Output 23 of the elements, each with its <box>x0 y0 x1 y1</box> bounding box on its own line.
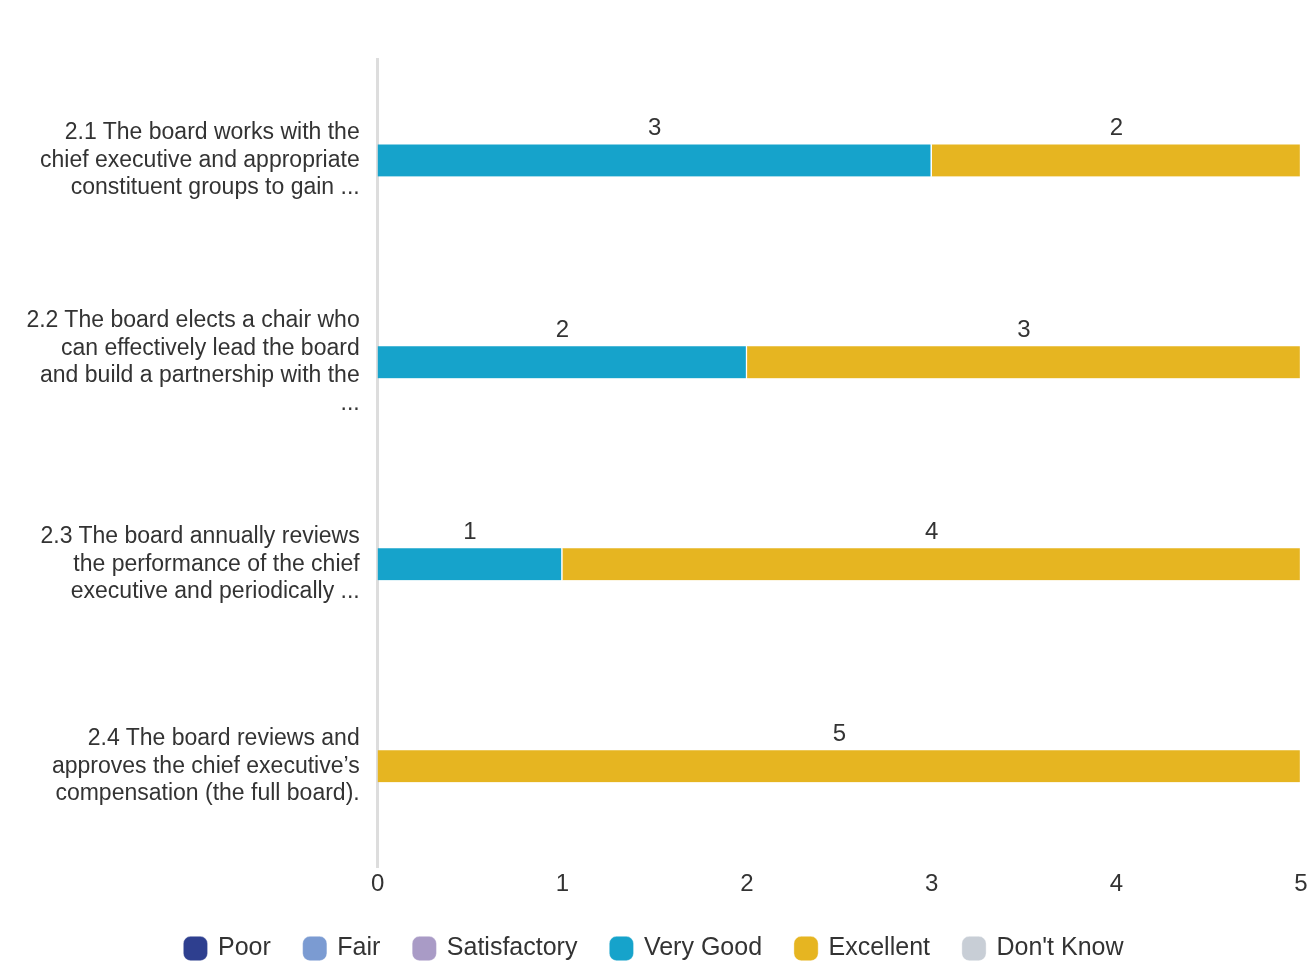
y-tick-label: 2.1 The board works with the chief executive and appropriate constituent groups to gain ... <box>40 118 360 200</box>
y-tick-label: 2.3 The board annually reviews the performance of the chief executive and periodically ... <box>40 522 361 604</box>
data-label: 5 <box>832 718 847 746</box>
legend-label: Excellent <box>828 932 931 961</box>
data-label: 2 <box>555 314 570 342</box>
data-label: 1 <box>463 516 477 544</box>
legend-label: Don't Know <box>996 932 1125 961</box>
data-label: 3 <box>1017 314 1031 342</box>
y-tick-label: 2.2 The board elects a chair who can effectively lead the board and build a partnership with the ... <box>26 306 360 416</box>
data-label: 4 <box>925 516 939 544</box>
legend-label: Satisfactory <box>446 932 578 961</box>
x-tick-label: 1 <box>555 869 570 897</box>
legend-label: Fair <box>337 932 381 961</box>
legend-label: Very Good <box>643 932 763 961</box>
y-tick-label: 2.4 The board reviews and approves the chief executive’s compensation (the full board). <box>51 723 360 806</box>
x-tick-label: 3 <box>925 869 939 897</box>
data-label: 3 <box>648 113 662 140</box>
x-tick-label: 5 <box>1294 869 1308 897</box>
x-tick-label: 2 <box>740 869 754 897</box>
legend-label: Poor <box>217 932 271 961</box>
data-label: 2 <box>1109 113 1124 140</box>
x-tick-label: 4 <box>1109 869 1124 897</box>
x-tick-label: 0 <box>371 869 385 897</box>
